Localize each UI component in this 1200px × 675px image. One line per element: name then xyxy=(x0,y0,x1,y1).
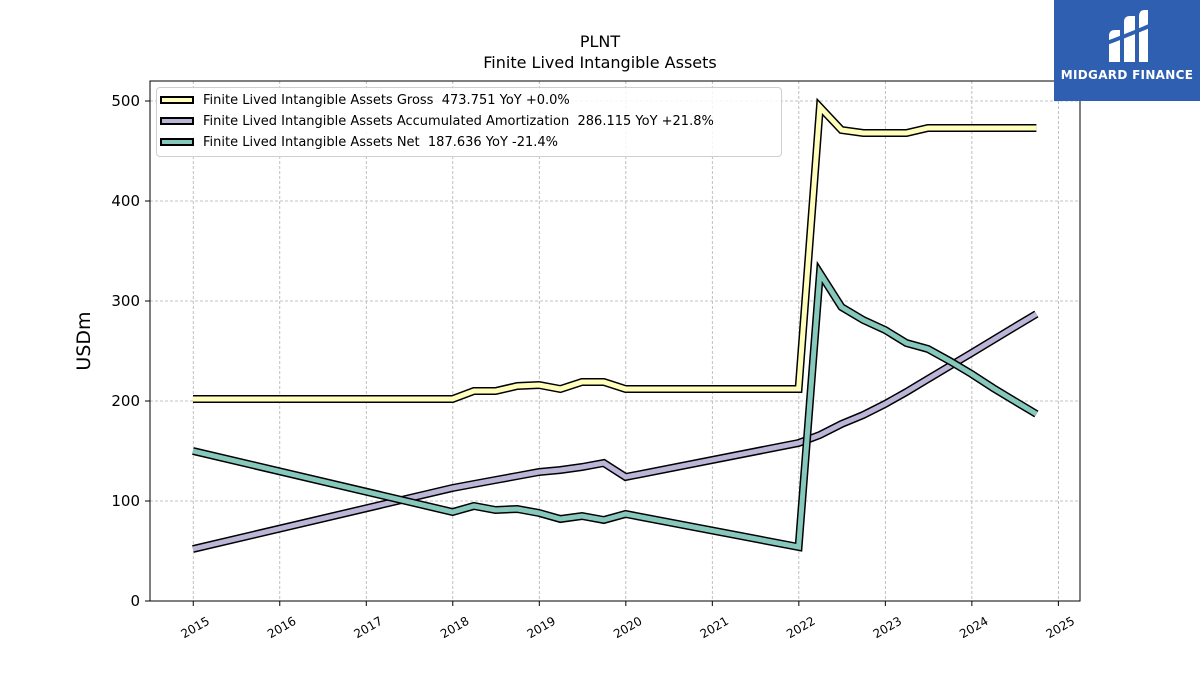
legend-label-amortization: Finite Lived Intangible Assets Accumulat… xyxy=(203,114,714,129)
x-tick-label: 2019 xyxy=(525,614,558,641)
axes: 0 100 200 300 400 500 2015 2016 2017 2018 2019 2020… xyxy=(111,92,1077,641)
logo-mark-icon xyxy=(1103,10,1155,62)
chart-title: PLNT xyxy=(579,32,621,51)
x-tick-label: 2023 xyxy=(871,614,904,641)
plot-frame xyxy=(149,80,1081,602)
x-tick-label: 2017 xyxy=(352,614,385,641)
legend: Finite Lived Intangible Assets Gross 473… xyxy=(156,87,782,157)
x-tick-label: 2021 xyxy=(698,614,731,641)
x-tick-label: 2025 xyxy=(1044,614,1077,641)
y-tick-label: 100 xyxy=(111,492,140,510)
series-line-net xyxy=(192,265,1038,550)
legend-swatch-amortization xyxy=(160,117,194,125)
legend-swatch-gross xyxy=(160,96,194,104)
x-tick-label: 2020 xyxy=(611,614,644,641)
legend-item-amortization: Finite Lived Intangible Assets Accumulat… xyxy=(157,112,781,132)
legend-item-gross: Finite Lived Intangible Assets Gross 473… xyxy=(157,91,781,111)
series-line-gross xyxy=(193,101,1037,402)
legend-label-net: Finite Lived Intangible Assets Net 187.6… xyxy=(203,135,559,150)
x-tick-label: 2022 xyxy=(784,614,817,641)
x-tick-label: 2018 xyxy=(438,614,471,641)
legend-swatch-net xyxy=(160,138,194,146)
y-tick-label: 200 xyxy=(111,392,140,410)
y-axis-label: USDm xyxy=(73,311,95,370)
brand-logo: MIDGARD FINANCE xyxy=(1054,0,1200,101)
y-tick-label: 400 xyxy=(111,192,140,210)
x-tick-label: 2024 xyxy=(957,614,990,641)
chart-subtitle: Finite Lived Intangible Assets xyxy=(483,53,717,72)
x-tick-label: 2016 xyxy=(265,614,298,641)
x-tick-label: 2015 xyxy=(179,614,212,641)
logo-text: MIDGARD FINANCE xyxy=(1060,68,1194,82)
legend-item-net: Finite Lived Intangible Assets Net 187.6… xyxy=(157,133,781,153)
y-tick-label: 500 xyxy=(111,92,140,110)
legend-label-gross: Finite Lived Intangible Assets Gross 473… xyxy=(203,93,570,108)
series-outline-net xyxy=(192,260,1039,552)
y-tick-label: 0 xyxy=(130,592,140,610)
series-layer xyxy=(192,97,1039,553)
y-tick-label: 300 xyxy=(111,292,140,310)
